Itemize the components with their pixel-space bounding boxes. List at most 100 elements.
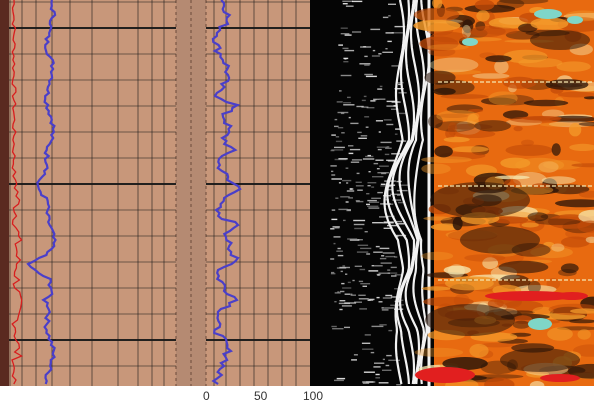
acoustic-streak bbox=[356, 251, 369, 253]
acoustic-streak bbox=[358, 294, 366, 296]
cyan-feature bbox=[528, 318, 552, 330]
acoustic-streak bbox=[378, 301, 383, 303]
acoustic-streak bbox=[364, 231, 368, 233]
image-blob bbox=[468, 109, 484, 113]
acoustic-streak bbox=[347, 209, 351, 211]
dark-feature bbox=[460, 226, 540, 254]
acoustic-streak bbox=[390, 266, 397, 269]
acoustic-streak bbox=[348, 145, 354, 147]
acoustic-streak bbox=[330, 149, 335, 152]
acoustic-streak bbox=[388, 329, 393, 332]
image-blob bbox=[578, 190, 594, 198]
acoustic-streak bbox=[361, 342, 371, 344]
image-blob bbox=[414, 347, 464, 357]
acoustic-streak bbox=[394, 308, 404, 310]
acoustic-streak bbox=[334, 301, 337, 303]
image-blob bbox=[476, 10, 490, 22]
image-blob bbox=[530, 17, 569, 31]
acoustic-streak bbox=[359, 308, 367, 310]
red-feature bbox=[540, 374, 580, 382]
acoustic-streak bbox=[331, 134, 336, 136]
acoustic-streak bbox=[396, 189, 408, 192]
acoustic-streak bbox=[394, 234, 407, 237]
acoustic-streak bbox=[382, 51, 393, 53]
dark-feature bbox=[430, 182, 530, 218]
acoustic-streak bbox=[376, 296, 380, 299]
acoustic-streak bbox=[344, 302, 357, 304]
acoustic-streak bbox=[391, 153, 401, 155]
acoustic-streak bbox=[381, 255, 385, 257]
acoustic-streak bbox=[358, 280, 364, 283]
acoustic-streak bbox=[396, 384, 402, 386]
image-blob bbox=[453, 129, 496, 138]
acoustic-streak bbox=[390, 193, 401, 195]
acoustic-streak bbox=[385, 364, 390, 367]
image-blob bbox=[513, 315, 533, 324]
image-blob bbox=[423, 296, 474, 307]
acoustic-streak bbox=[332, 226, 340, 228]
image-blob bbox=[434, 145, 453, 158]
acoustic-streak bbox=[391, 32, 404, 34]
acoustic-streak bbox=[347, 281, 351, 284]
acoustic-streak bbox=[342, 179, 352, 182]
acoustic-streak bbox=[371, 55, 380, 57]
dark-feature bbox=[530, 30, 590, 50]
acoustic-streak bbox=[334, 125, 339, 128]
acoustic-streak bbox=[386, 354, 392, 357]
image-blob bbox=[481, 97, 517, 105]
image-blob bbox=[447, 122, 458, 136]
image-blob bbox=[549, 184, 590, 195]
acoustic-streak bbox=[391, 108, 399, 110]
image-blob bbox=[427, 44, 469, 51]
log-track-left bbox=[0, 0, 176, 386]
log-track-right bbox=[206, 0, 310, 386]
image-blob bbox=[413, 19, 461, 32]
image-blob bbox=[469, 343, 489, 358]
acoustic-streak bbox=[370, 100, 376, 102]
acoustic-streak bbox=[392, 199, 401, 201]
acoustic-streak bbox=[357, 131, 362, 134]
image-blob bbox=[560, 263, 579, 274]
acoustic-streak bbox=[342, 265, 346, 267]
acoustic-traces bbox=[383, 0, 431, 385]
image-blob bbox=[543, 241, 555, 247]
acoustic-streak bbox=[337, 254, 344, 257]
acoustic-streak bbox=[337, 127, 344, 129]
image-blob bbox=[430, 31, 468, 43]
acoustic-streak bbox=[331, 325, 337, 328]
acoustic-streak bbox=[351, 359, 357, 361]
image-blob bbox=[527, 280, 541, 294]
image-blob bbox=[488, 91, 518, 106]
image-blob bbox=[435, 120, 476, 132]
image-blob bbox=[413, 7, 460, 22]
acoustic-streak bbox=[387, 272, 398, 274]
acoustic-streak bbox=[366, 203, 370, 206]
dark-feature bbox=[500, 348, 580, 372]
acoustic-streak bbox=[395, 101, 400, 103]
image-blob bbox=[578, 209, 594, 224]
image-blob bbox=[488, 17, 528, 29]
acoustic-streak bbox=[377, 88, 383, 90]
image-blob bbox=[551, 243, 565, 252]
acoustic-streak bbox=[368, 207, 380, 209]
acoustic-streak bbox=[381, 309, 389, 311]
acoustic-streak bbox=[394, 256, 398, 258]
acoustic-streak bbox=[375, 120, 383, 122]
acoustic-streak bbox=[350, 294, 356, 296]
acoustic-streak bbox=[360, 135, 368, 137]
image-blob bbox=[442, 357, 488, 370]
image-blob bbox=[469, 25, 506, 37]
acoustic-streak bbox=[396, 112, 407, 115]
acoustic-streak bbox=[361, 99, 366, 102]
red-log-curve bbox=[11, 0, 24, 385]
image-blob bbox=[512, 171, 547, 187]
image-blob bbox=[472, 73, 510, 79]
image-blob bbox=[569, 143, 594, 151]
image-blob bbox=[522, 116, 562, 121]
acoustic-streak bbox=[384, 307, 394, 309]
acoustic-streak bbox=[344, 49, 355, 52]
image-blob bbox=[443, 265, 471, 275]
acoustic-streak bbox=[369, 201, 380, 203]
scale-label-0: 0 bbox=[203, 389, 210, 403]
scale-label-100: 100 bbox=[303, 389, 324, 403]
